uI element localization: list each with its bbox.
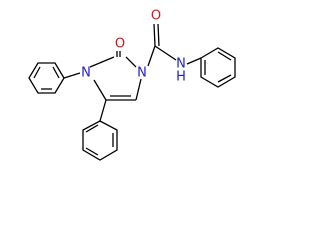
atom-label: N — [81, 66, 91, 81]
atom-label: O — [151, 9, 161, 24]
bonds — [28, 23, 236, 161]
atom-label: H — [176, 70, 186, 85]
atom-label: N — [176, 57, 186, 72]
structure-diagram: O O N N N H — [28, 9, 236, 161]
atom-label: N — [137, 66, 147, 81]
atom-label: O — [115, 37, 125, 52]
